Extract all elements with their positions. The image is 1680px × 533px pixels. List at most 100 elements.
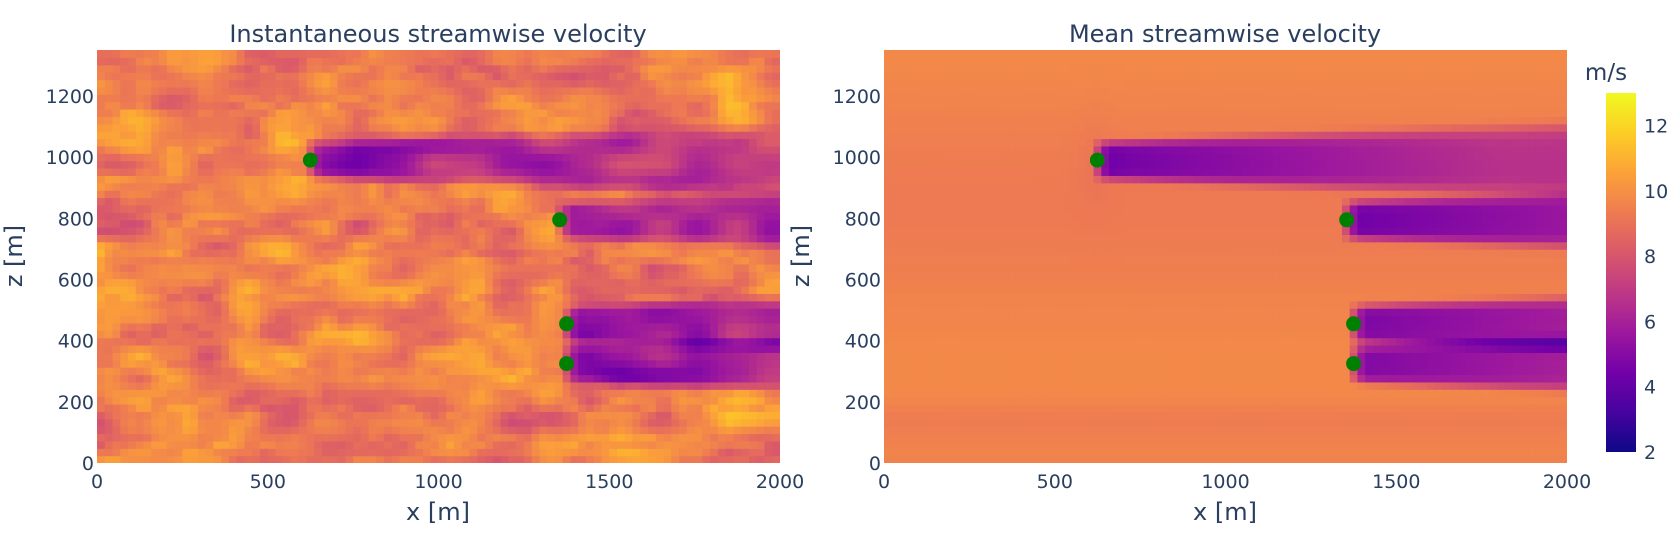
heatmap-cell xyxy=(298,182,308,191)
heatmap-cell xyxy=(438,455,447,463)
heatmap-cell xyxy=(485,72,494,81)
heatmap-cell xyxy=(205,249,215,258)
heatmap-cell xyxy=(756,381,766,390)
heatmap-cell xyxy=(547,359,556,368)
heatmap-cell xyxy=(617,433,626,442)
heatmap-cell xyxy=(694,72,703,81)
heatmap-cell xyxy=(454,308,463,317)
heatmap-cell xyxy=(128,219,137,228)
heatmap-cell xyxy=(593,374,603,383)
heatmap-cell xyxy=(135,153,145,162)
heatmap-cell xyxy=(135,418,145,427)
heatmap-cell xyxy=(547,219,556,228)
heatmap-cell xyxy=(228,300,238,309)
heatmap-cell xyxy=(322,204,331,213)
heatmap-cell xyxy=(159,227,168,235)
heatmap-cell xyxy=(259,367,269,376)
heatmap-cell xyxy=(554,278,564,287)
heatmap-cell xyxy=(492,286,502,294)
heatmap-cell xyxy=(717,293,727,302)
heatmap-cell xyxy=(454,271,463,280)
heatmap-cell xyxy=(283,57,292,66)
heatmap-cell xyxy=(275,79,284,88)
heatmap-cell xyxy=(508,79,517,88)
heatmap-cell xyxy=(446,315,455,324)
heatmap-cell xyxy=(182,381,191,390)
heatmap-cell xyxy=(741,86,750,95)
heatmap-cell xyxy=(415,131,424,140)
heatmap-cell xyxy=(469,322,478,331)
heatmap-cell xyxy=(252,367,261,376)
heatmap-cell xyxy=(143,86,152,95)
heatmap-cell xyxy=(585,396,595,405)
heatmap-cell xyxy=(508,352,517,361)
heatmap-cell xyxy=(454,293,463,302)
heatmap-cell xyxy=(267,138,277,147)
heatmap-cell xyxy=(197,160,207,169)
heatmap-cell xyxy=(884,300,893,309)
heatmap-cell xyxy=(570,64,579,73)
heatmap-cell xyxy=(422,138,432,147)
heatmap-cell xyxy=(570,116,579,125)
heatmap-cell xyxy=(391,94,401,103)
heatmap-cell xyxy=(135,440,145,449)
heatmap-cell xyxy=(694,123,703,132)
heatmap-cell xyxy=(725,418,735,427)
heatmap-cell xyxy=(686,234,696,243)
heatmap-cell xyxy=(360,381,370,390)
heatmap-cell xyxy=(422,440,432,449)
heatmap-cell xyxy=(671,109,680,117)
heatmap-cell xyxy=(182,418,191,427)
heatmap-cell xyxy=(259,293,269,302)
heatmap-cell xyxy=(461,300,471,309)
heatmap-cell xyxy=(415,256,424,265)
heatmap-cell xyxy=(593,263,603,272)
heatmap-cell xyxy=(640,322,649,331)
heatmap-cell xyxy=(593,123,603,132)
heatmap-cell xyxy=(454,94,463,103)
heatmap-cell xyxy=(143,256,152,265)
heatmap-cell xyxy=(764,212,773,221)
heatmap-cell xyxy=(748,219,758,228)
heatmap-cell xyxy=(283,79,292,88)
heatmap-cell xyxy=(221,212,230,221)
heatmap-cell xyxy=(562,396,572,405)
heatmap-cell xyxy=(523,64,533,73)
heatmap-cell xyxy=(104,101,114,110)
heatmap-cell xyxy=(702,64,711,73)
heatmap-cell xyxy=(391,204,401,213)
heatmap-cell xyxy=(166,448,176,457)
heatmap-cell xyxy=(884,241,893,250)
heatmap-cell xyxy=(438,204,447,213)
heatmap-cell xyxy=(640,433,649,442)
heatmap-cell xyxy=(624,204,634,213)
heatmap-cell xyxy=(601,50,610,58)
heatmap-cell xyxy=(329,278,339,287)
heatmap-cell xyxy=(562,57,572,66)
heatmap-cell xyxy=(617,94,626,103)
heatmap-cell xyxy=(772,256,780,265)
heatmap-cell xyxy=(190,131,199,140)
heatmap-cell xyxy=(430,308,440,317)
heatmap-cell xyxy=(244,278,253,287)
heatmap-cell xyxy=(228,433,238,442)
heatmap-cell xyxy=(360,263,370,272)
heatmap-cell xyxy=(360,374,370,383)
heatmap-cell xyxy=(679,359,688,368)
heatmap-cell xyxy=(422,300,432,309)
heatmap-cell xyxy=(384,396,393,405)
heatmap-cell xyxy=(283,293,292,302)
heatmap-cell xyxy=(143,322,152,331)
heatmap-cell xyxy=(741,138,750,147)
heatmap-cell xyxy=(570,94,579,103)
heatmap-cell xyxy=(197,381,207,390)
heatmap-cell xyxy=(205,182,215,191)
heatmap-cell xyxy=(430,123,440,132)
heatmap-cell xyxy=(376,101,385,110)
heatmap-cell xyxy=(159,256,168,265)
heatmap-cell xyxy=(756,57,766,66)
heatmap-cell xyxy=(772,57,780,66)
heatmap-cell xyxy=(368,94,378,103)
heatmap-cell xyxy=(438,381,447,390)
heatmap-cell xyxy=(772,404,780,412)
